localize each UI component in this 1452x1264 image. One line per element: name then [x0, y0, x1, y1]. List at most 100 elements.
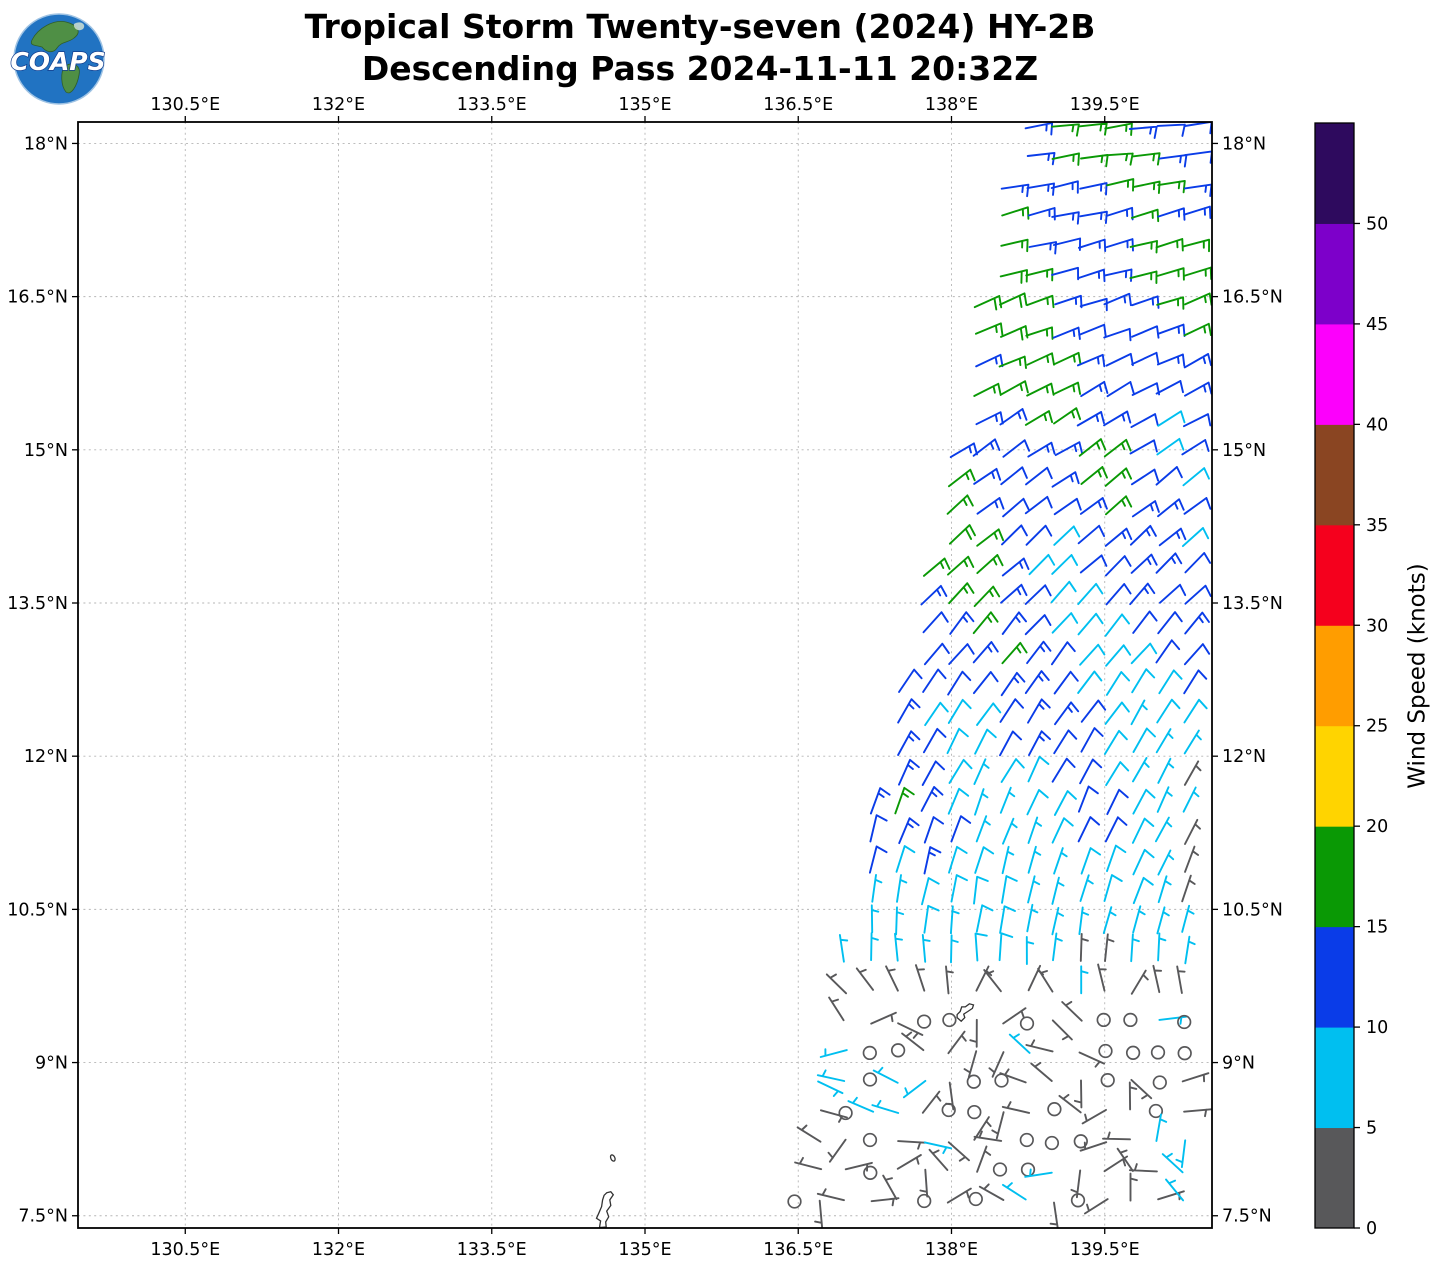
wind-barb — [855, 967, 875, 991]
wind-barb — [1000, 758, 1025, 783]
wind-barb — [1105, 206, 1134, 221]
wind-barb — [1097, 963, 1107, 992]
wind-barb — [921, 933, 931, 963]
wind-barb — [1025, 1039, 1054, 1053]
wind-barb — [1026, 640, 1052, 665]
title-line-2: Descending Pass 2024-11-11 20:32Z — [361, 49, 1039, 89]
wind-barb — [976, 528, 1005, 547]
wind-barb — [1156, 353, 1186, 367]
wind-barb — [1076, 353, 1106, 368]
wind-barb — [974, 322, 1004, 336]
wind-barb — [1051, 817, 1074, 844]
barb-field — [787, 122, 1212, 1228]
wind-barb — [819, 1109, 848, 1123]
wind-barb — [882, 1174, 898, 1201]
x-tick-label-top: 136.5°E — [763, 95, 833, 115]
colorbar-segment-45-50 — [1315, 223, 1354, 325]
wind-barb — [1183, 497, 1212, 515]
wind-barb — [1000, 671, 1026, 697]
wind-barb — [1132, 610, 1158, 634]
coaps-logo-globe: COAPS — [10, 13, 106, 105]
wind-barb — [902, 1079, 927, 1099]
y-tick-label-left: 7.5°N — [18, 1207, 68, 1227]
colorbar-tick-label: 40 — [1366, 415, 1388, 435]
wind-barb — [1103, 729, 1128, 755]
wind-barb — [1184, 381, 1212, 397]
wind-barb — [973, 467, 1002, 485]
wind-barb — [1156, 786, 1173, 813]
colorbar-tick-label: 15 — [1366, 918, 1388, 938]
wind-barb — [1027, 207, 1056, 221]
wind-barb — [868, 845, 888, 874]
wind-barb — [922, 611, 949, 634]
wind-barb — [1104, 122, 1133, 136]
wind-barb — [946, 727, 969, 755]
wind-barb — [999, 786, 1016, 814]
wind-barb — [1102, 906, 1117, 935]
x-tick-label-bottom: 136.5°E — [763, 1240, 833, 1260]
wind-barb — [1103, 410, 1132, 427]
wind-barb — [1182, 413, 1212, 428]
wind-barb — [1182, 786, 1200, 813]
calm-circle — [1096, 1012, 1111, 1028]
wind-barb — [1157, 410, 1186, 427]
wind-barb — [1157, 611, 1183, 635]
wind-barb — [898, 758, 920, 786]
wind-barb — [1077, 524, 1106, 545]
colorbar-segment-50-55 — [1315, 123, 1354, 224]
wind-barb — [1183, 698, 1208, 724]
wind-barb — [816, 1188, 845, 1202]
wind-barb — [1027, 441, 1056, 458]
colorbar-segment-10-15 — [1315, 926, 1354, 1028]
wind-barb — [1157, 875, 1172, 904]
wind-barb — [921, 1090, 942, 1114]
wind-barb — [976, 554, 1004, 575]
calm-circle — [1019, 1132, 1034, 1148]
wind-barb — [1106, 178, 1135, 192]
wind-barb — [1026, 789, 1049, 816]
wind-barb — [1157, 323, 1186, 338]
calm-circle — [1073, 1134, 1088, 1149]
wind-barb — [1080, 466, 1108, 485]
calm-circle — [967, 1104, 982, 1120]
calm-circle — [1019, 1016, 1035, 1031]
wind-barb — [1104, 555, 1132, 577]
wind-barb — [1157, 498, 1185, 518]
x-tick-label-bottom: 139.5°E — [1070, 1240, 1140, 1260]
wind-barb — [988, 1051, 1005, 1078]
wind-barb — [976, 1145, 992, 1173]
calm-circle — [890, 1043, 906, 1058]
wind-barb — [1156, 123, 1186, 137]
wind-barb — [999, 269, 1028, 284]
calm-circle — [862, 1045, 877, 1061]
wind-barb — [1024, 495, 1053, 515]
wind-barb — [1184, 584, 1212, 605]
wind-barb — [973, 382, 1002, 397]
wind-barb — [1105, 583, 1132, 606]
wind-barb — [1182, 467, 1210, 487]
wind-barb — [1181, 439, 1210, 456]
wind-barb — [1002, 497, 1030, 518]
wind-barb — [1132, 876, 1154, 905]
wind-barb — [1181, 904, 1195, 933]
wind-barb — [1103, 292, 1132, 307]
colorbar-axis-label: Wind Speed (knots) — [1405, 562, 1432, 789]
wind-barb — [950, 934, 959, 964]
wind-barb — [1051, 612, 1079, 634]
calm-circle — [1100, 1073, 1115, 1088]
wind-barb — [870, 1197, 900, 1207]
wind-barb — [897, 730, 921, 756]
colorbar-tick-label: 20 — [1366, 817, 1388, 837]
wind-barb — [894, 932, 903, 962]
wind-barb — [1183, 643, 1211, 666]
y-tick-label-right: 10.5°N — [1222, 900, 1283, 920]
wind-barb — [1104, 268, 1133, 282]
colorbar-tick-label: 35 — [1366, 516, 1388, 536]
wind-barb — [974, 788, 989, 816]
wind-barb — [1128, 1081, 1138, 1111]
wind-barb — [1024, 670, 1050, 695]
wind-barb — [1027, 698, 1051, 724]
calm-circle — [968, 1191, 983, 1207]
wind-barb — [1161, 1152, 1184, 1174]
wind-barb — [1158, 583, 1187, 604]
